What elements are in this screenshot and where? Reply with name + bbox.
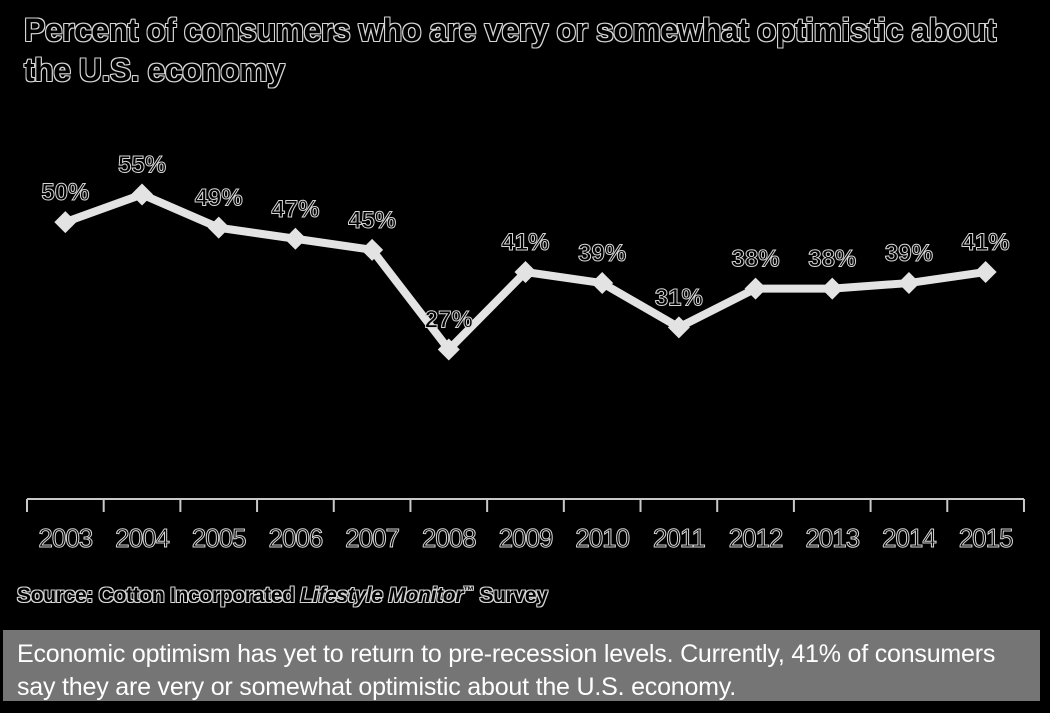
x-axis-year-label: 2007	[345, 523, 399, 553]
data-point-label: 41%	[501, 229, 549, 256]
data-point-label: 41%	[962, 229, 1010, 256]
x-axis-year-label: 2015	[959, 523, 1013, 553]
data-point-label: 47%	[271, 196, 319, 223]
x-axis-year-label: 2012	[729, 523, 783, 553]
source-note: Source: Cotton Incorporated Lifestyle Mo…	[17, 584, 548, 608]
chart-title: Percent of consumers who are very or som…	[24, 12, 996, 88]
x-axis-year-label: 2003	[38, 523, 92, 553]
data-point-marker	[207, 216, 230, 239]
data-point-marker	[591, 272, 614, 295]
data-point-marker	[437, 338, 460, 361]
data-point-label: 49%	[195, 185, 243, 212]
data-point-label: 38%	[808, 246, 856, 273]
x-axis-year-label: 2011	[653, 523, 705, 553]
data-point-label: 39%	[578, 240, 626, 267]
caption-box: Economic optimism has yet to return to p…	[3, 630, 1040, 701]
data-point-label: 55%	[118, 151, 166, 178]
x-axis-year-label: 2008	[422, 523, 476, 553]
data-point-marker	[284, 227, 307, 250]
data-point-label: 27%	[425, 307, 473, 334]
source-italic-title: Lifestyle Monitor	[300, 584, 464, 607]
data-point-marker	[974, 260, 997, 283]
data-point-marker	[361, 238, 384, 261]
trademark-symbol: ™	[463, 585, 474, 597]
data-point-label: 38%	[732, 246, 780, 273]
data-point-marker	[54, 211, 77, 234]
data-point-marker	[514, 260, 537, 283]
source-prefix: Source: Cotton Incorporated	[17, 584, 301, 607]
x-axis-year-label: 2004	[115, 523, 169, 553]
data-point-marker	[131, 183, 154, 206]
data-point-marker	[897, 272, 920, 295]
source-suffix: Survey	[473, 584, 548, 607]
x-axis-year-label: 2005	[192, 523, 246, 553]
data-point-label: 45%	[348, 207, 396, 234]
x-axis-year-label: 2014	[882, 523, 936, 553]
caption-text: Economic optimism has yet to return to p…	[17, 640, 996, 701]
x-axis-year-label: 2010	[575, 523, 629, 553]
x-axis-year-label: 2009	[499, 523, 553, 553]
x-axis-year-label: 2013	[805, 523, 859, 553]
data-point-marker	[667, 316, 690, 339]
data-point-marker	[744, 277, 767, 300]
line-chart: 50% 55% 49% 47% 45% 27% 41% 39% 31% 38% 38% 39% 41% 2…	[26, 151, 1025, 554]
data-point-label: 39%	[885, 240, 933, 267]
data-point-label: 50%	[41, 179, 89, 206]
x-axis-year-label: 2006	[268, 523, 322, 553]
data-point-label: 31%	[655, 284, 703, 311]
data-point-marker	[821, 277, 844, 300]
